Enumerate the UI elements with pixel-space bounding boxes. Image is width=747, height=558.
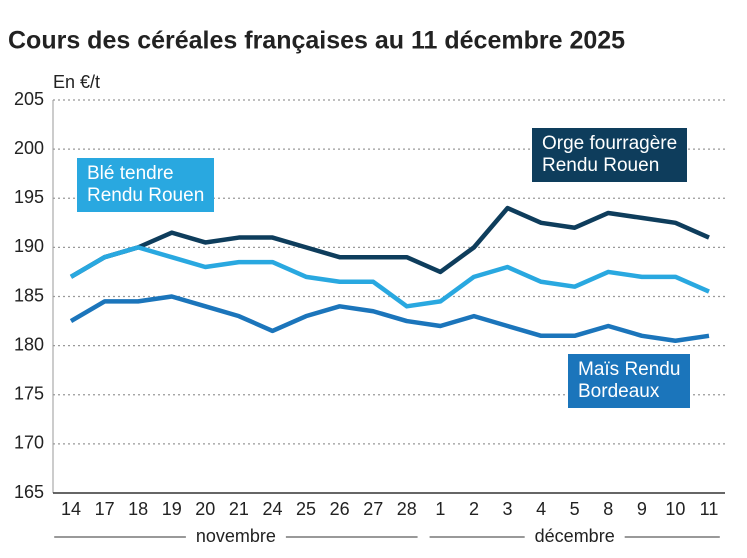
x-tick-label: 20 [195, 499, 215, 519]
x-tick-label: 18 [128, 499, 148, 519]
group-label: novembre [196, 526, 276, 546]
x-tick-label: 21 [229, 499, 249, 519]
x-tick-label: 5 [570, 499, 580, 519]
x-tick-label: 19 [162, 499, 182, 519]
series-label: Blé tendre Rendu Rouen [77, 158, 215, 212]
x-tick-label: 26 [330, 499, 350, 519]
x-tick-label: 3 [503, 499, 513, 519]
x-tick-label: 17 [95, 499, 115, 519]
y-tick-label: 185 [14, 285, 44, 305]
x-tick-label: 4 [536, 499, 546, 519]
x-tick-label: 28 [397, 499, 417, 519]
series-line [69, 245, 710, 309]
x-tick-label: 2 [469, 499, 479, 519]
y-tick-label: 200 [14, 138, 44, 158]
y-tick-label: 195 [14, 187, 44, 207]
series-line [69, 294, 710, 343]
series-line [69, 205, 710, 279]
x-tick-label: 25 [296, 499, 316, 519]
y-tick-label: 165 [14, 482, 44, 502]
series-label: Maïs Rendu Bordeaux [568, 354, 691, 408]
chart-title: Cours des céréales françaises au 11 déce… [8, 27, 625, 55]
y-axis-label: En €/t [53, 72, 100, 92]
series-label: Orge fourragère Rendu Rouen [532, 128, 688, 182]
y-tick-label: 190 [14, 236, 44, 256]
y-tick-label: 175 [14, 384, 44, 404]
x-tick-label: 10 [665, 499, 685, 519]
x-tick-label: 1 [435, 499, 445, 519]
x-tick-label: 11 [700, 499, 719, 519]
x-tick-label: 24 [262, 499, 282, 519]
x-tick-label: 27 [363, 499, 383, 519]
x-tick-label: 14 [61, 499, 81, 519]
y-tick-label: 180 [14, 334, 44, 354]
x-tick-label: 8 [603, 499, 613, 519]
x-tick-label: 9 [637, 499, 647, 519]
y-tick-label: 205 [14, 89, 44, 109]
group-label: décembre [535, 526, 615, 546]
y-tick-label: 170 [14, 433, 44, 453]
